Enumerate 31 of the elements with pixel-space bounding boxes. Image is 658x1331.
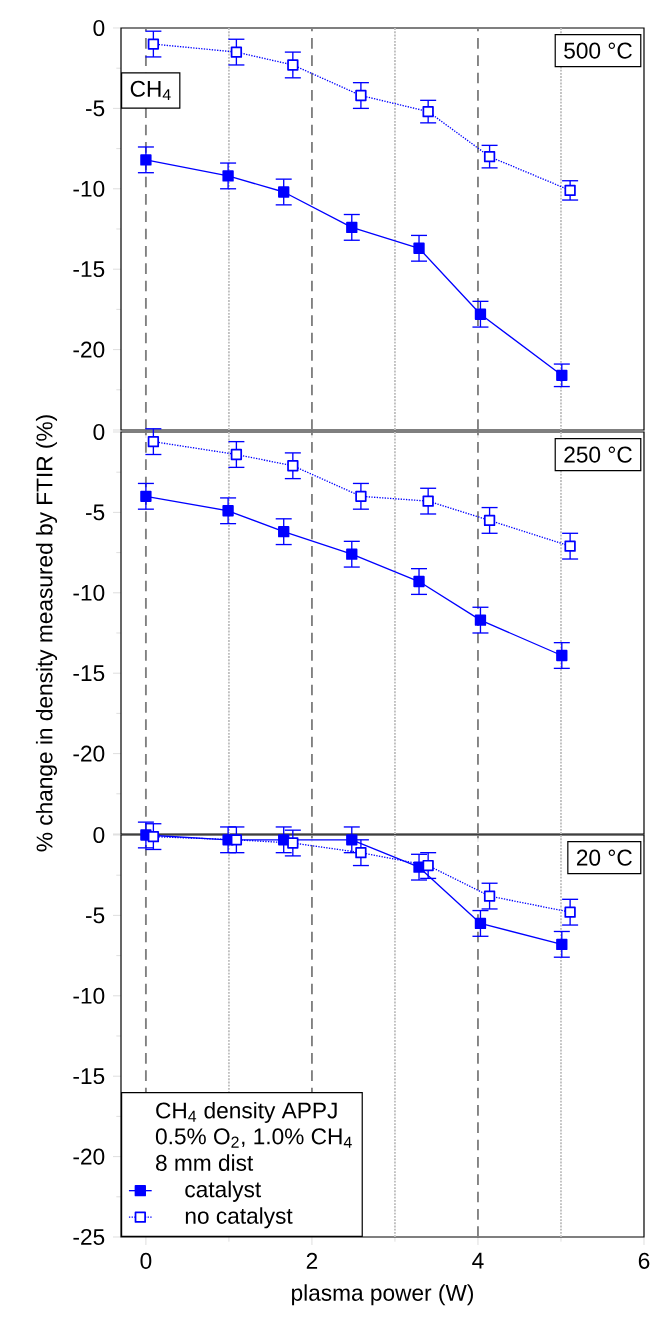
legend-label: catalyst	[185, 1180, 262, 1202]
annotation: CH$_{4}$	[130, 80, 171, 101]
y-tick-label: 0	[93, 423, 105, 441]
legend-label: no catalyst	[185, 1207, 293, 1229]
y-tick-label: -10	[73, 180, 105, 197]
annotation: 0.5% O$_{2}$, 1.0% CH$_{4}$	[155, 1128, 352, 1148]
y-tick-label: -20	[73, 341, 105, 358]
y-tick-label: 0	[93, 19, 105, 37]
y-tick-label: -10	[73, 987, 105, 1004]
x-axis-title: plasma power (W)	[292, 1284, 474, 1306]
y-tick-label: -5	[86, 907, 105, 924]
x-tick-label: 6	[638, 1252, 650, 1269]
y-tick-label: -20	[73, 1148, 105, 1165]
y-tick-label: -5	[86, 100, 105, 117]
x-tick-label: 2	[306, 1252, 318, 1269]
y-tick-label: -15	[73, 665, 105, 682]
legend-title: CH$_{4}$ density APPJ	[156, 1101, 337, 1123]
y-tick-label: -15	[73, 261, 105, 278]
chart-title: 500 °C	[564, 42, 632, 59]
y-tick-label: -15	[73, 1068, 105, 1085]
y-tick-label: -10	[73, 584, 105, 601]
y-tick-label: 0	[93, 826, 105, 844]
y-tick-label: -5	[86, 504, 105, 521]
y-axis-title: % change in density measured by FTIR (%)	[36, 415, 58, 852]
y-tick-label: -25	[73, 1228, 105, 1246]
chart-title: 20 °C	[577, 849, 632, 866]
annotation: 8 mm dist	[156, 1154, 254, 1171]
y-tick-label: -20	[73, 745, 105, 762]
x-tick-label: 4	[472, 1252, 484, 1269]
x-tick-label: 0	[140, 1252, 152, 1269]
chart-title: 250 °C	[564, 446, 632, 463]
